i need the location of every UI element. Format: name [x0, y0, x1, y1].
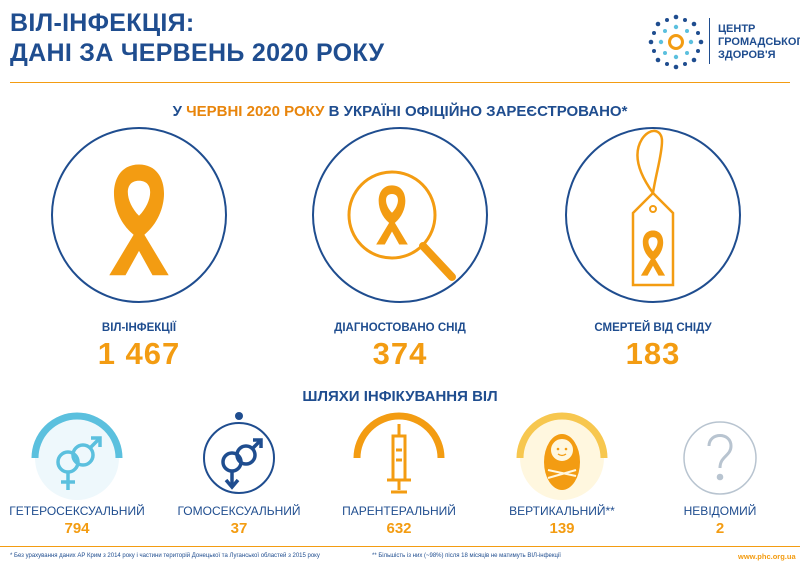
route-label-heterosexual: ГЕТЕРОСЕКСУАЛЬНИЙ — [9, 504, 145, 518]
page-title: ВІЛ-ІНФЕКЦІЯ: ДАНІ ЗА ЧЕРВЕНЬ 2020 РОКУ — [10, 8, 384, 68]
stat-circle-hiv — [51, 127, 227, 303]
stat-value-hiv: 1 467 — [97, 336, 181, 371]
stat-circle-aids — [312, 127, 488, 303]
magnifier-ribbon-icon — [347, 170, 456, 281]
logo-divider — [709, 18, 710, 64]
route-value-vertical: 139 — [549, 520, 575, 537]
footnote-1: * Без урахування даних АР Крим з 2014 ро… — [10, 553, 320, 559]
syringe-icon — [387, 424, 411, 494]
route-value-parenteral: 632 — [386, 520, 412, 537]
logo-text: ЦЕНТР ГРОМАДСЬКОГО ЗДОРОВ'Я — [718, 23, 800, 62]
route-value-unknown: 2 — [715, 520, 725, 537]
route-value-heterosexual: 794 — [64, 520, 90, 537]
heterosexual-icon — [56, 436, 102, 490]
tag-ribbon-icon — [631, 129, 675, 287]
title-line-1: ВІЛ-ІНФЕКЦІЯ: — [10, 9, 195, 37]
footer-divider — [0, 546, 800, 547]
route-icons — [31, 412, 757, 500]
stat-circle-deaths — [565, 127, 741, 303]
route-label-homosexual: ГОМОСЕКСУАЛЬНИЙ — [177, 504, 301, 518]
routes-title: ШЛЯХИ ІНФІКУВАННЯ ВІЛ — [302, 388, 498, 405]
headline-suffix: В УКРАЇНІ ОФІЦІЙНО ЗАРЕЄСТРОВАНО* — [324, 103, 628, 120]
footnote-2: ** Більшість із них (~98%) після 18 міся… — [372, 553, 561, 559]
route-icon-vertical — [516, 412, 608, 500]
route-value-homosexual: 37 — [230, 520, 248, 537]
stat-label-deaths: СМЕРТЕЙ ВІД СНІДУ — [594, 322, 712, 334]
route-icon-homosexual — [203, 412, 275, 494]
website-link[interactable]: www.phc.org.ua — [738, 552, 796, 561]
title-line-2: ДАНІ ЗА ЧЕРВЕНЬ 2020 РОКУ — [10, 39, 385, 67]
stat-value-aids: 374 — [372, 336, 428, 371]
stat-icons — [51, 127, 741, 303]
headline: У ЧЕРВНІ 2020 РОКУ В УКРАЇНІ ОФІЦІЙНО ЗА… — [0, 103, 800, 120]
phc-logo-icon — [648, 14, 704, 70]
route-icon-parenteral — [353, 412, 445, 494]
logo-line-1: ЦЕНТР — [718, 23, 756, 35]
route-label-parenteral: ПАРЕНТЕРАЛЬНИЙ — [342, 504, 456, 518]
stat-label-aids: ДІАГНОСТОВАНО СНІД — [334, 322, 466, 334]
ribbon-icon — [109, 164, 169, 276]
route-icon-unknown — [683, 421, 757, 495]
route-label-unknown: НЕВІДОМИЙ — [683, 504, 757, 518]
baby-icon — [544, 434, 580, 490]
homosexual-icon — [221, 438, 263, 490]
header-divider — [10, 82, 790, 83]
stat-label-hiv: ВІЛ-ІНФЕКЦІЇ — [101, 322, 177, 334]
logo-line-3: ЗДОРОВ'Я — [718, 49, 776, 61]
headline-prefix: У — [172, 103, 187, 120]
question-icon — [707, 434, 733, 481]
stat-value-deaths: 183 — [625, 336, 681, 371]
route-label-vertical: ВЕРТИКАЛЬНИЙ** — [509, 504, 615, 518]
route-icon-heterosexual — [31, 412, 123, 500]
headline-highlight: ЧЕРВНІ 2020 РОКУ — [186, 103, 325, 120]
logo-line-2: ГРОМАДСЬКОГО — [718, 36, 800, 48]
